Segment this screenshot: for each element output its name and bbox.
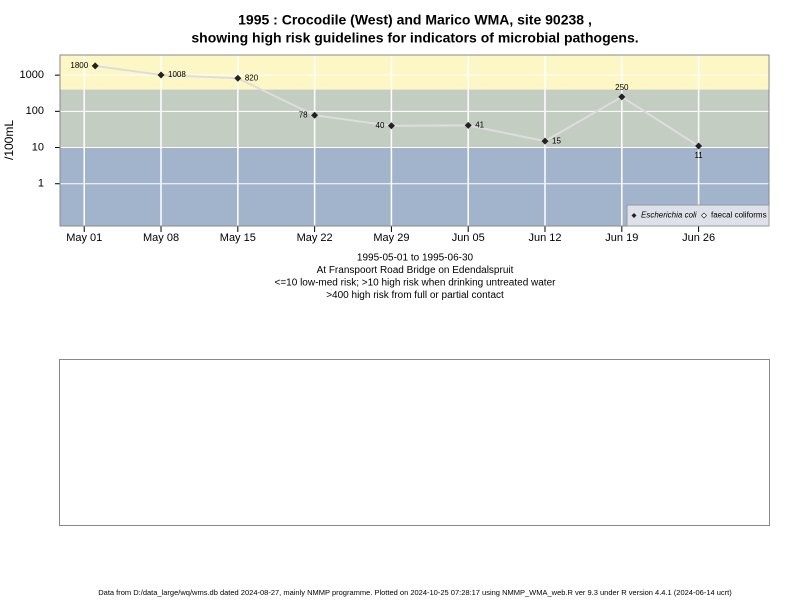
y-axis-label: /100mL (2, 120, 16, 160)
x-tick-label: May 15 (220, 232, 256, 244)
data-point (157, 71, 165, 79)
legend-symbol (631, 213, 637, 218)
x-tick-label: Jun 26 (682, 232, 715, 244)
x-tick-label: May 29 (373, 232, 409, 244)
legend-label: faecal coliforms (711, 211, 767, 220)
legend-symbol (700, 212, 708, 219)
subtitle: >400 high risk from full or partial cont… (326, 290, 504, 301)
x-tick-label: May 08 (143, 232, 179, 244)
data-point (618, 93, 626, 101)
data-label: 250 (615, 83, 629, 92)
data-label: 1008 (168, 70, 186, 79)
data-label: 11 (694, 151, 703, 160)
data-label: 78 (299, 110, 308, 119)
data-point (464, 121, 472, 129)
data-point (234, 74, 242, 82)
data-label: 40 (376, 121, 385, 130)
x-tick-label: Jun 05 (452, 232, 485, 244)
x-tick-label: May 01 (66, 232, 102, 244)
data-point (541, 137, 549, 145)
subtitle: <=10 low-med risk; >10 high risk when dr… (275, 278, 557, 289)
chart-title: showing high risk guidelines for indicat… (191, 30, 638, 46)
y-tick-label: 100 (26, 105, 44, 117)
x-tick-label: Jun 12 (528, 232, 561, 244)
data-label: 1800 (70, 61, 88, 70)
data-label: 15 (552, 136, 561, 145)
risk-band (60, 89, 769, 148)
y-tick-label: 10 (32, 141, 44, 153)
footer: Data from D:/data_large/wq/wms.db dated … (98, 588, 732, 597)
data-point (695, 142, 703, 150)
y-tick-label: 1000 (20, 69, 44, 81)
data-label: 41 (475, 120, 484, 129)
data-label: 820 (245, 73, 259, 82)
legend-box (626, 204, 770, 227)
plot-frame (59, 54, 770, 227)
subtitle: 1995-05-01 to 1995-06-30 (357, 253, 474, 264)
data-point (387, 122, 395, 130)
empty-panel (59, 359, 770, 526)
risk-band (60, 55, 769, 90)
legend-label: Escherichia coli (641, 211, 697, 220)
x-tick-label: May 22 (297, 232, 333, 244)
chart-title: 1995 : Crocodile (West) and Marico WMA, … (238, 12, 592, 28)
data-point (311, 111, 319, 119)
y-tick-label: 1 (38, 178, 44, 190)
data-point (91, 62, 99, 70)
subtitle: At Franspoort Road Bridge on Edendalspru… (317, 265, 514, 276)
x-tick-label: Jun 19 (605, 232, 638, 244)
